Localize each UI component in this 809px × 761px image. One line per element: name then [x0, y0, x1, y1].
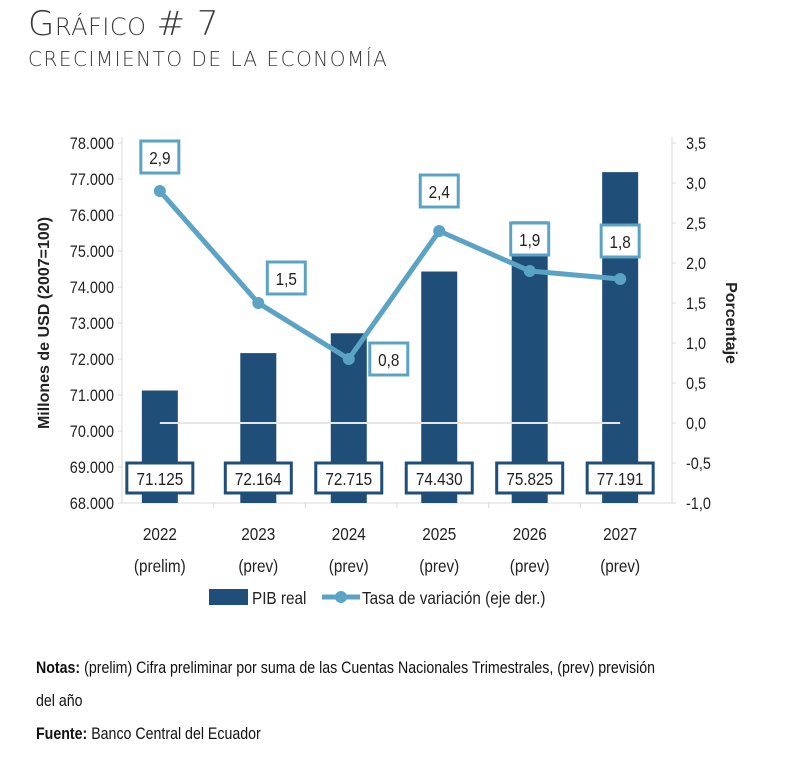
left-tick-label: 70.000 — [70, 423, 114, 441]
line-label-box — [599, 223, 641, 259]
x-label-year: 2025 — [422, 524, 456, 544]
line-series — [153, 185, 627, 365]
line-path — [157, 189, 621, 362]
right-tick-label: -1,0 — [686, 495, 711, 513]
bar-label: 77.191 — [597, 469, 644, 489]
legend-bar-swatch — [209, 589, 248, 605]
x-label-year: 2024 — [332, 524, 366, 544]
line-label: 1,9 — [519, 230, 540, 250]
notes-label: Notas: — [36, 659, 81, 677]
line-label: 0,8 — [378, 350, 399, 370]
bar-label: 71.125 — [136, 469, 183, 489]
title-number: # 7 — [156, 4, 219, 44]
bar — [602, 172, 639, 503]
left-tick-label: 71.000 — [70, 387, 114, 405]
line-marker — [252, 297, 265, 309]
notes-line: Notas: (prelim) Cifra preliminar por sum… — [36, 652, 672, 685]
line-label: 1,8 — [610, 232, 631, 252]
line-labels: 2,9 1,5 0,8 2,4 1,9 1,8 — [139, 139, 641, 377]
left-tick-label: 73.000 — [70, 315, 114, 333]
x-label-note: (prelim) — [134, 556, 186, 576]
legend-bar-label: PIB real — [252, 588, 306, 608]
left-tick-label: 72.000 — [70, 351, 114, 369]
line-marker — [614, 273, 627, 285]
source-text: Banco Central del Ecuador — [87, 725, 261, 743]
right-tick-label: 2,0 — [686, 255, 706, 273]
line-label-box — [418, 173, 460, 209]
notes: Notas: (prelim) Cifra preliminar por sum… — [36, 652, 672, 751]
line-label: 2,4 — [429, 182, 450, 202]
line-label: 2,9 — [149, 148, 170, 168]
left-tick-label: 77.000 — [70, 171, 114, 189]
line-label-box — [265, 260, 307, 296]
bar-label-box — [314, 461, 384, 495]
right-tick-label: 2,5 — [686, 215, 706, 233]
bar-label-box — [585, 461, 655, 495]
notes-text: (prelim) Cifra preliminar por suma de la… — [80, 659, 656, 677]
right-tick-label: 1,0 — [686, 335, 706, 353]
notes-line-cont: del año — [36, 692, 83, 710]
right-tick-label: 1,5 — [686, 295, 706, 313]
title-initial: G — [28, 4, 55, 44]
bar-label: 72.164 — [235, 469, 282, 489]
left-tick-label: 74.000 — [70, 279, 114, 297]
chart: 68.000 69.000 70.000 71.000 72.000 73.000 74.0… — [36, 135, 739, 608]
left-tick-label: 78.000 — [70, 135, 114, 153]
figure-number: Gráfico # 7 — [28, 4, 219, 44]
x-label-year: 2023 — [241, 524, 275, 544]
line-marker — [153, 185, 166, 197]
bar-label: 74.430 — [416, 469, 463, 489]
legend: PIB real Tasa de variación (eje der.) — [209, 588, 546, 608]
source-label: Fuente: — [36, 725, 88, 743]
bar-label-box — [223, 461, 293, 495]
x-label-note: (prev) — [600, 556, 640, 576]
left-tick-label: 68.000 — [70, 495, 114, 513]
line-marker — [523, 265, 536, 277]
line-marker — [433, 225, 446, 237]
bar-label: 72.715 — [325, 469, 372, 489]
legend-line-label: Tasa de variación (eje der.) — [362, 588, 546, 608]
x-label-note: (prev) — [510, 556, 550, 576]
right-axis-title: Porcentaje — [722, 282, 739, 364]
x-label-year: 2026 — [513, 524, 547, 544]
x-label-year: 2022 — [143, 524, 177, 544]
title-rest: ráfico — [54, 13, 147, 41]
left-tick-label: 69.000 — [70, 459, 114, 477]
right-tick-label: 0,5 — [686, 375, 706, 393]
line-label-box — [368, 341, 410, 377]
line-marker — [342, 353, 355, 365]
line-label: 1,5 — [276, 269, 297, 289]
bars — [141, 172, 639, 504]
bar-labels: 71.125 72.164 72.715 74.430 75.825 77.191 — [125, 461, 655, 495]
x-label-note: (prev) — [329, 556, 369, 576]
right-tick-label: 3,0 — [686, 175, 706, 193]
line-label-box — [509, 221, 551, 257]
right-tick-label: 0,0 — [686, 415, 706, 433]
source-line: Fuente: Banco Central del Ecuador — [36, 718, 672, 751]
left-axis-title: Millones de USD (2007=100) — [36, 217, 53, 429]
x-label-year: 2027 — [603, 524, 637, 544]
right-tick-label: -0,5 — [686, 455, 711, 473]
bar-label-box — [125, 461, 195, 495]
right-tick-label: 3,5 — [686, 135, 706, 153]
axes: 68.000 69.000 70.000 71.000 72.000 73.000 74.0… — [36, 135, 739, 513]
x-label-note: (prev) — [419, 556, 459, 576]
line-label-box — [139, 139, 181, 175]
bar-label-box — [404, 461, 474, 495]
left-tick-label: 76.000 — [70, 207, 114, 225]
legend-line-marker — [335, 591, 347, 603]
bar-label: 75.825 — [506, 469, 553, 489]
bar-label-box — [495, 461, 565, 495]
left-tick-label: 75.000 — [70, 243, 114, 261]
x-labels: 2022 (prelim) 2023 (prev) 2024 (prev) 2025 (pre… — [134, 524, 640, 576]
chart-subtitle: Crecimiento de la economía — [28, 47, 389, 71]
x-label-note: (prev) — [238, 556, 278, 576]
